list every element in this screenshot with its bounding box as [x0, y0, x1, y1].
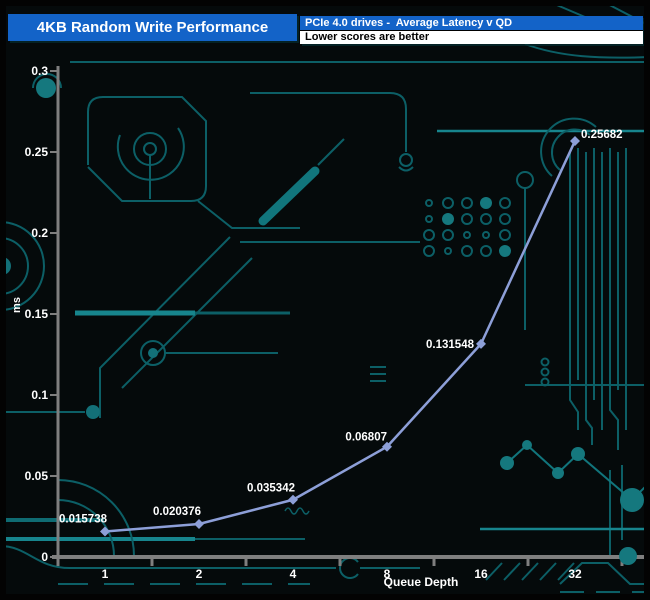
y-tick-label: 0	[41, 550, 48, 564]
data-point-label: 0.131548	[426, 339, 475, 351]
chart-subtitle-top: PCIe 4.0 drives - Average Latency v QD	[300, 16, 643, 30]
x-tick-label: 1	[102, 567, 109, 581]
data-point-marker	[288, 494, 298, 505]
y-tick-label: 0.25	[25, 145, 49, 159]
pad-grid	[423, 197, 511, 257]
chart-subtitle-bottom: Lower scores are better	[300, 30, 643, 44]
chart-title: 4KB Random Write Performance	[36, 19, 269, 36]
series-line	[104, 140, 577, 533]
y-tick-label: 0.2	[31, 226, 48, 240]
data-point-label: 0.25682	[581, 129, 623, 141]
data-point-label: 0.015738	[59, 514, 108, 526]
data-point-marker	[194, 518, 204, 529]
y-tick-label: 0.15	[25, 307, 49, 321]
y-axis-title: ms	[11, 297, 23, 313]
data-point-label: 0.035342	[247, 483, 295, 495]
y-tick-label: 0.1	[31, 388, 48, 402]
data-point-marker	[570, 135, 580, 146]
data-point-label: 0.06807	[345, 432, 387, 444]
x-tick-label: 2	[196, 567, 203, 581]
x-axis-title: Queue Depth	[384, 575, 459, 589]
x-tick-label: 8	[384, 567, 391, 581]
data-point-marker	[382, 441, 392, 452]
chart-title-box: 4KB Random Write Performance	[8, 14, 297, 41]
circuit-pad-dot	[619, 547, 637, 565]
x-tick-label: 32	[568, 567, 582, 581]
y-tick-label: 0.05	[25, 469, 49, 483]
data-point-marker	[476, 338, 486, 349]
y-tick-label: 0.3	[31, 64, 48, 78]
data-point-label: 0.020376	[153, 506, 201, 518]
x-tick-label: 16	[474, 567, 488, 581]
x-tick-label: 4	[290, 567, 297, 581]
data-point-marker	[100, 526, 110, 537]
chart-subtitle-box: PCIe 4.0 drives - Average Latency v QD L…	[300, 16, 643, 44]
